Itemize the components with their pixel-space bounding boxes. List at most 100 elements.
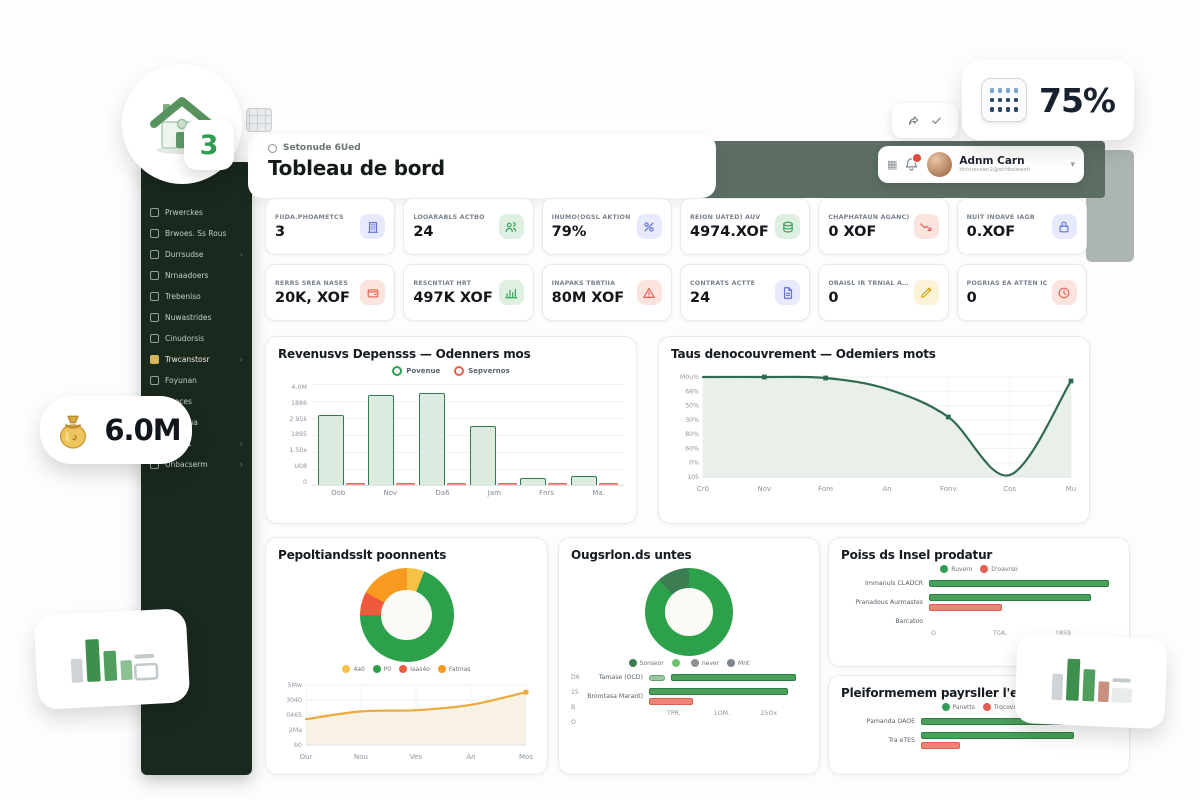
pen-icon — [913, 280, 939, 305]
expense-bar — [497, 482, 517, 485]
kpi-card[interactable]: INAPAKS TBRTIIA 80M XOF — [541, 264, 672, 321]
nav-item-icon — [150, 292, 159, 301]
tenant-weight-card: Poiss ds Insel prodatur Ruvero D'oavrso I… — [828, 537, 1130, 667]
kpi-label: RESCNTIAT HRT — [413, 279, 472, 287]
revenue-total-widget: 6.0M — [40, 396, 192, 464]
hbar-row-label: Pranadous Aurmastes — [855, 598, 923, 606]
legend-swatch — [437, 665, 446, 673]
user-name: Adnm Carn — [959, 155, 1025, 168]
x-tick: Fnrs — [539, 489, 555, 497]
share-icon[interactable] — [907, 114, 920, 127]
legend-swatch — [392, 366, 403, 376]
kpi-value: 80M XOF — [551, 289, 625, 306]
performance-bars: Pamanda OAOE Tra eTES — [841, 718, 1117, 749]
kpi-card[interactable]: NUIT INOAVE IAGB 0.XOF — [956, 198, 1087, 255]
svg-text:Our: Our — [300, 753, 313, 761]
y-tick: U08 — [294, 463, 307, 471]
kpi-label: CHAPHATAUN AGANC) — [828, 213, 910, 221]
page-title: Tobleau de bord — [268, 156, 445, 180]
x-axis-labels: Oob Nov Da6 Jam Fnrs Ma. — [312, 489, 624, 497]
kpi-value: 79% — [551, 223, 587, 240]
user-menu[interactable]: ▦ Adnm Carn tichnevsan2@schbsiwesh ▾ — [878, 146, 1084, 183]
kpi-card[interactable]: FIIDA.PHOAMETCS 3 — [265, 198, 396, 255]
legend-swatch — [940, 565, 949, 573]
kpi-card[interactable]: POGRIAS EA ATTEN IC 0 — [956, 264, 1087, 321]
kpi-card[interactable]: LOOARABLS ACTBO 24 — [403, 198, 534, 255]
hbar-track — [929, 594, 1117, 611]
legend-label: Ruvero — [951, 565, 973, 573]
x-tick: Da6 — [435, 489, 450, 497]
hbar-red — [929, 603, 1003, 611]
bar-chart-icon — [1051, 658, 1133, 704]
payments-donut — [359, 568, 454, 662]
x-tick: T0A, — [993, 629, 1008, 637]
kpi-card[interactable]: INUMO(OGSL AKTION 79% — [541, 198, 672, 255]
kpi-value: 3 — [275, 223, 286, 240]
svg-text:80%: 80% — [685, 431, 699, 438]
legend-label: Sonseor — [639, 659, 664, 667]
legend-swatch — [980, 565, 989, 573]
sidebar-item[interactable]: Cinudorsis — [141, 328, 252, 349]
nav-item-label: Nrnaadoers — [165, 271, 209, 280]
kpi-card[interactable]: RESCNTIAT HRT 497K XOF — [403, 264, 534, 321]
payments-distribution-card: Pepoltiandsslt poonnents 4a0 P0 Iaas4o Fatm… — [265, 537, 548, 775]
hbar-green — [921, 732, 1074, 739]
sidebar-item[interactable]: Foyunan — [141, 370, 252, 391]
kpi-label: RERRS SREA NASES — [275, 279, 349, 287]
sidebar-item[interactable]: Nrnaadoers — [141, 265, 252, 286]
kpi-label: POGRIAS EA ATTEN IC — [966, 279, 1048, 287]
occupancy-donut — [645, 568, 733, 656]
svg-text:Nov: Nov — [757, 485, 771, 493]
units-occupation-card: Ougsrlon.ds untes Sonseor never Mnt D6 15 B O… — [558, 537, 820, 775]
kpi-card[interactable]: RERRS SREA NASES 20K, XOF — [265, 264, 396, 321]
sidebar-item[interactable]: Durrsudse › — [141, 244, 252, 265]
revenue-total-value: 6.0M — [104, 413, 181, 447]
check-icon[interactable] — [930, 114, 943, 127]
x-tick: 1OM. — [713, 709, 731, 717]
kpi-card[interactable]: REIÓN UATED) AUV 4974.XOF — [679, 198, 811, 255]
sidebar-item[interactable]: Nuwastrides — [141, 307, 252, 328]
legend-label: P0 — [383, 665, 392, 673]
x-tick: O — [931, 629, 936, 637]
svg-text:2Ma: 2Ma — [289, 727, 302, 734]
kpi-value: 0 XOF — [828, 223, 877, 240]
tenant-weight-bars: Immanuls CLADCR Pranadous Aurmastes Barcat… — [841, 580, 1117, 637]
sidebar-item[interactable]: Trebenlso — [141, 286, 252, 307]
kpi-card[interactable]: CHAPHATAUN AGANC) 0 XOF — [818, 198, 949, 255]
legend-item: Povenue — [392, 366, 440, 376]
kpi-label: INUMO(OGSL AKTION — [551, 213, 631, 221]
recovery-rate-card: Taus denocouvrement — Odemiers mots M0u%… — [658, 336, 1090, 524]
hbar-row: Immanuls CLADCR — [841, 580, 1117, 587]
hbar-xticks: TPR. 1OM. 25Ox — [587, 710, 807, 717]
apps-grid-icon[interactable]: ▦ — [887, 158, 898, 171]
notification-dot — [912, 152, 923, 163]
sidebar-item[interactable]: Brwoes. Ss Rous — [141, 223, 252, 244]
svg-text:50%: 50% — [685, 403, 699, 410]
hbar-track — [929, 580, 1117, 587]
chart-title: Revenusvs Depensss — Odenners mos — [278, 347, 531, 361]
sidebar-item[interactable]: Trwcanstosr › — [141, 349, 252, 370]
chevron-right-icon: › — [239, 355, 243, 364]
svg-text:Fore: Fore — [818, 485, 833, 493]
avatar[interactable] — [927, 152, 953, 177]
hbar-track — [671, 674, 807, 681]
notifications-bell-icon[interactable] — [904, 152, 923, 173]
occupancy-rate-value: 75% — [1039, 80, 1116, 120]
legend-item: Ruvero — [940, 565, 972, 573]
svg-text:An: An — [882, 485, 891, 493]
kpi-card[interactable]: ORAISL IR TRNIAL ANTIN 0 — [818, 264, 949, 321]
sidebar-item[interactable]: Prwerckes — [141, 202, 252, 223]
hbar-track — [921, 732, 1117, 749]
clock-icon — [1051, 280, 1077, 305]
legend-swatch — [982, 703, 991, 711]
legend-swatch — [454, 366, 465, 376]
kpi-card[interactable]: CONTRATS ACTTE 24 — [679, 264, 811, 321]
chevron-down-icon[interactable]: ▾ — [1070, 159, 1075, 170]
hbar-row: Pranadous Aurmastes — [841, 594, 1117, 611]
lock-icon — [1051, 214, 1077, 239]
bar-chart-decoration-right — [1014, 632, 1168, 730]
nav-item-icon — [150, 376, 159, 385]
legend-item: Sonseor — [628, 659, 664, 667]
legend-label: D'oavrso — [991, 565, 1018, 573]
